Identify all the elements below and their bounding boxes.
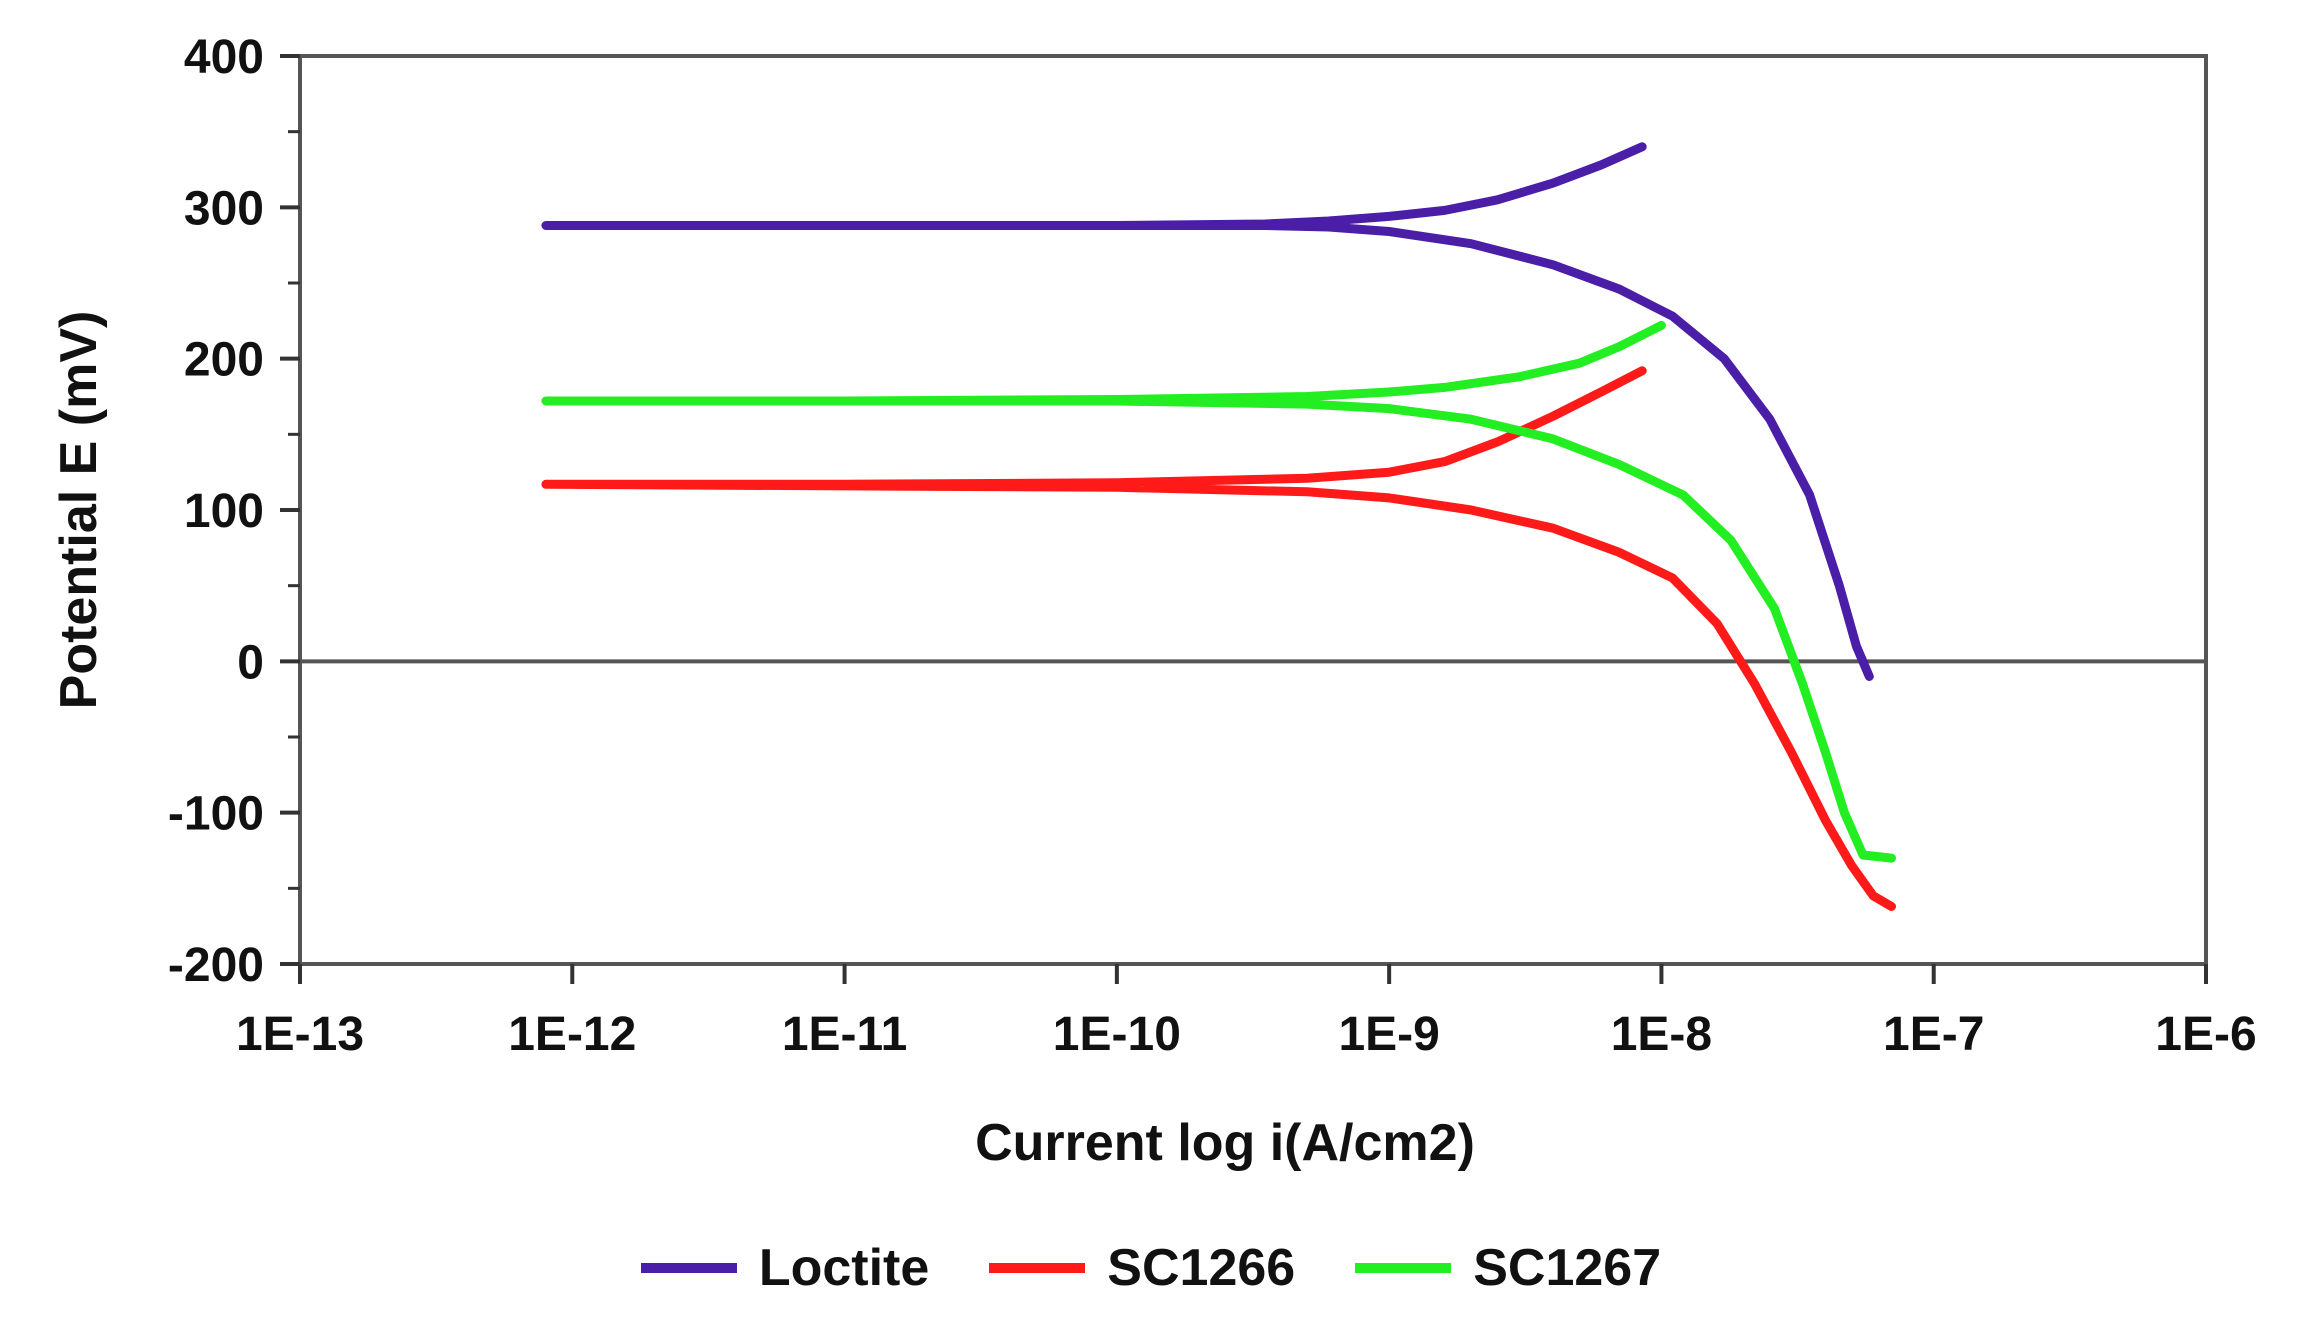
- y-tick-label: -100: [168, 788, 264, 841]
- legend: Loctite SC1266 SC1267: [0, 1238, 2302, 1298]
- x-tick-label: 1E-12: [508, 1008, 636, 1061]
- series-line-loctite: [541, 142, 1874, 681]
- x-tick-label: 1E-9: [1338, 1008, 1439, 1061]
- legend-swatch-sc1266: [989, 1263, 1086, 1273]
- x-tick-label: 1E-13: [236, 1008, 364, 1061]
- y-axis-title: Potential E (mV): [50, 311, 108, 710]
- legend-swatch-sc1267: [1355, 1263, 1452, 1273]
- y-tick-label: 200: [184, 334, 264, 387]
- legend-label-loctite: Loctite: [758, 1239, 930, 1297]
- x-tick-label: 1E-11: [782, 1008, 907, 1061]
- plot-area: [298, 54, 2208, 966]
- y-tick-label: 300: [184, 182, 264, 235]
- y-tick-label: 400: [184, 31, 264, 84]
- legend-item-sc1267: SC1267: [1355, 1238, 1661, 1298]
- x-tick-labels: 1E-13 1E-12 1E-11 1E-10 1E-9 1E-8 1E-7 1E-6: [236, 1008, 2257, 1061]
- series-line-sc1267: [541, 320, 1896, 863]
- legend-label-sc1266: SC1266: [1107, 1239, 1296, 1297]
- x-tick-label: 1E-10: [1053, 1008, 1181, 1061]
- y-tick-label: 100: [184, 485, 264, 538]
- x-tick-label: 1E-6: [2155, 1008, 2256, 1061]
- legend-label-sc1267: SC1267: [1473, 1239, 1662, 1297]
- x-tick-label: 1E-7: [1883, 1008, 1984, 1061]
- legend-item-loctite: Loctite: [640, 1238, 930, 1298]
- ticks: [280, 54, 2208, 984]
- y-tick-label: 0: [237, 636, 264, 689]
- x-tick-label: 1E-8: [1611, 1008, 1712, 1061]
- x-axis-title: Current log i(A/cm2): [975, 1114, 1475, 1172]
- series-group: [541, 142, 1896, 911]
- y-tick-label: -200: [168, 939, 264, 992]
- legend-item-sc1266: SC1266: [989, 1238, 1295, 1298]
- legend-swatch-loctite: [640, 1263, 737, 1273]
- y-tick-labels: -200 -100 0 100 200 300 400: [168, 31, 264, 992]
- series-line-sc1266: [541, 366, 1896, 911]
